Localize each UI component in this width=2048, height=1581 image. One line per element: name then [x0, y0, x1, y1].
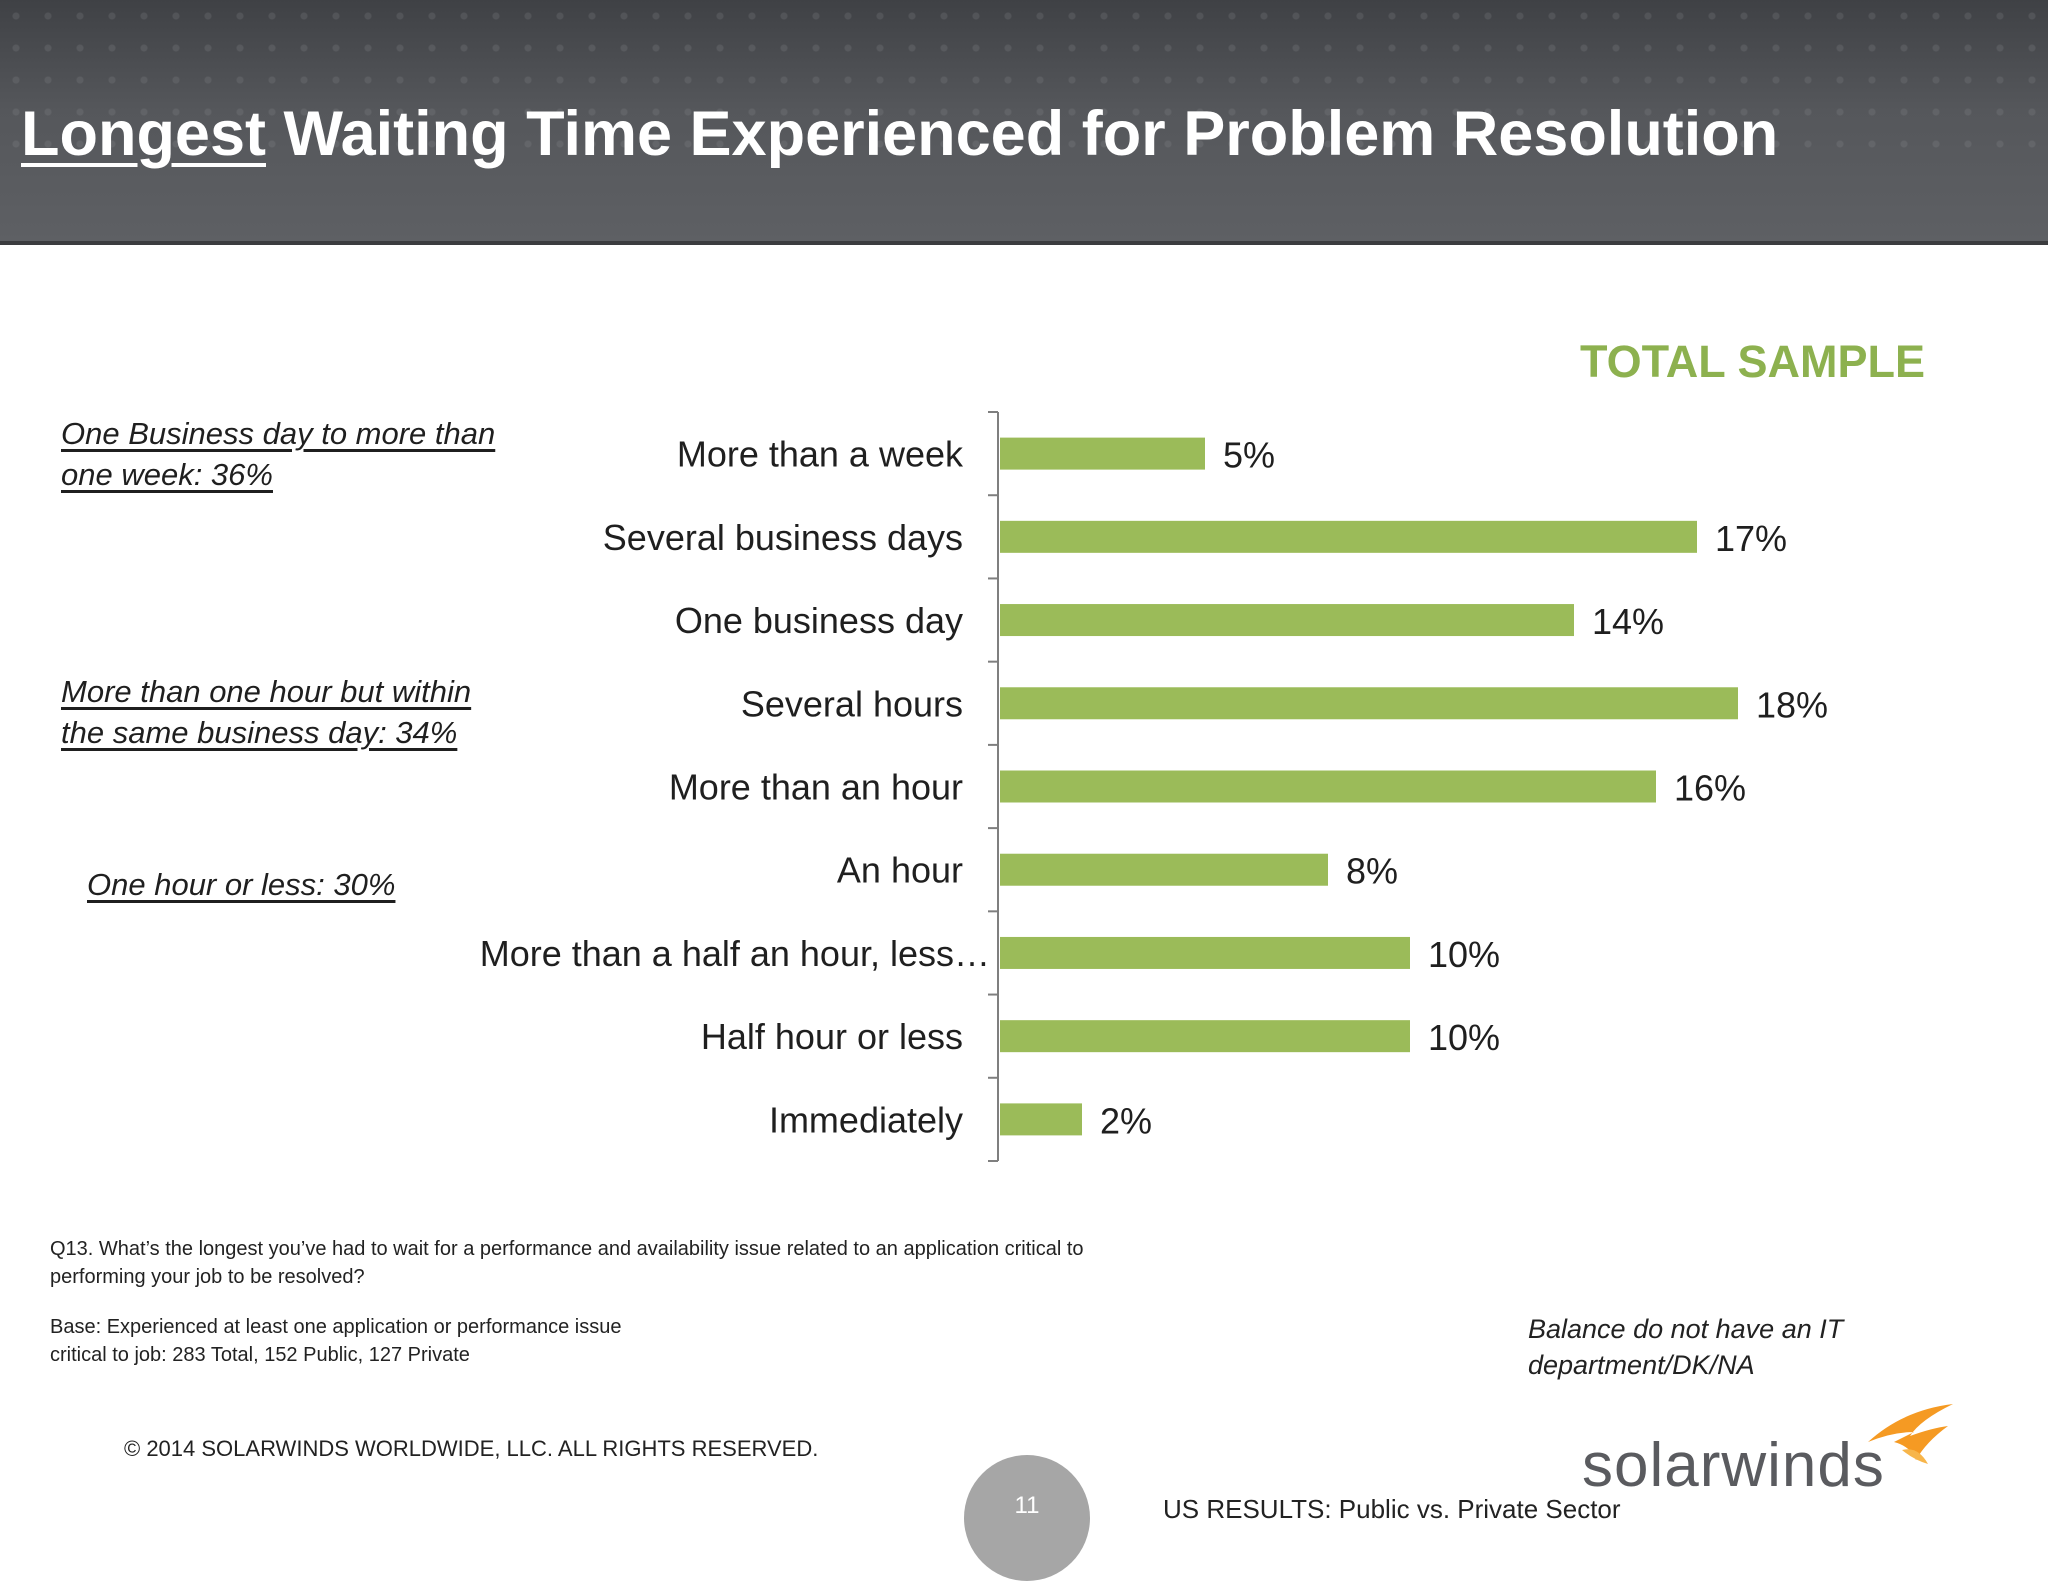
value-label: 18%	[1756, 684, 1828, 725]
category-label: One business day	[675, 600, 963, 641]
title-rest: Waiting Time Experienced for Problem Res…	[266, 99, 1779, 169]
value-label: 10%	[1428, 1017, 1500, 1058]
value-label: 16%	[1674, 768, 1746, 809]
value-label: 10%	[1428, 934, 1500, 975]
value-label: 8%	[1346, 851, 1398, 892]
results-label: US RESULTS: Public vs. Private Sector	[1163, 1494, 1621, 1524]
category-label: More than an hour	[669, 767, 963, 808]
page-title: Longest Waiting Time Experienced for Pro…	[21, 98, 1778, 170]
category-label: An hour	[837, 850, 963, 891]
header-pattern	[0, 0, 2048, 160]
bar	[1000, 520, 1697, 553]
note-business-day: One Business day to more than one week: …	[61, 413, 495, 495]
bar	[1000, 1020, 1410, 1053]
bar	[1000, 687, 1738, 720]
solarwinds-flame-icon	[1868, 1404, 1953, 1464]
note-line: one week: 36%	[61, 457, 273, 492]
sample-label: TOTAL SAMPLE	[1579, 336, 1925, 387]
note-line: the same business day: 34%	[61, 715, 458, 750]
note-line: One hour or less: 30%	[87, 867, 396, 902]
note-line: More than one hour but within	[61, 674, 472, 709]
copyright: © 2014 SOLARWINDS WORLDWIDE, LLC. ALL RI…	[124, 1436, 819, 1461]
value-label: 17%	[1715, 518, 1787, 559]
category-label: More than a week	[677, 434, 964, 475]
bar	[1000, 437, 1205, 470]
bar	[1000, 936, 1410, 969]
category-label: More than a half an hour, less…	[480, 933, 990, 974]
balance-note: Balance do not have an IT department/DK/…	[1528, 1314, 1844, 1380]
category-label: Several hours	[741, 683, 963, 724]
value-label: 5%	[1223, 435, 1275, 476]
bar-chart: More than a week 5% Several business days 1…	[480, 411, 1828, 1162]
bar	[1000, 770, 1656, 803]
note-same-day: More than one hour but within the same b…	[61, 671, 471, 753]
question-text: Q13. What’s the longest you’ve had to wa…	[50, 1238, 1084, 1288]
bar	[1000, 853, 1328, 886]
category-label: Several business days	[603, 517, 963, 558]
value-label: 14%	[1592, 601, 1664, 642]
bar	[1000, 1103, 1082, 1136]
value-label: 2%	[1100, 1100, 1152, 1141]
page-number: 11	[1014, 1492, 1040, 1519]
note-one-hour: One hour or less: 30%	[87, 864, 395, 905]
category-label: Immediately	[769, 1099, 963, 1140]
bar	[1000, 604, 1574, 637]
note-line: One Business day to more than	[61, 416, 496, 451]
title-underlined-word: Longest	[21, 99, 266, 169]
solarwinds-logo-text: solarwinds	[1582, 1431, 1885, 1500]
category-label: Half hour or less	[701, 1016, 963, 1057]
base-text: Base: Experienced at least one applicati…	[50, 1316, 622, 1366]
header-banner: Longest Waiting Time Experienced for Pro…	[0, 0, 2048, 245]
